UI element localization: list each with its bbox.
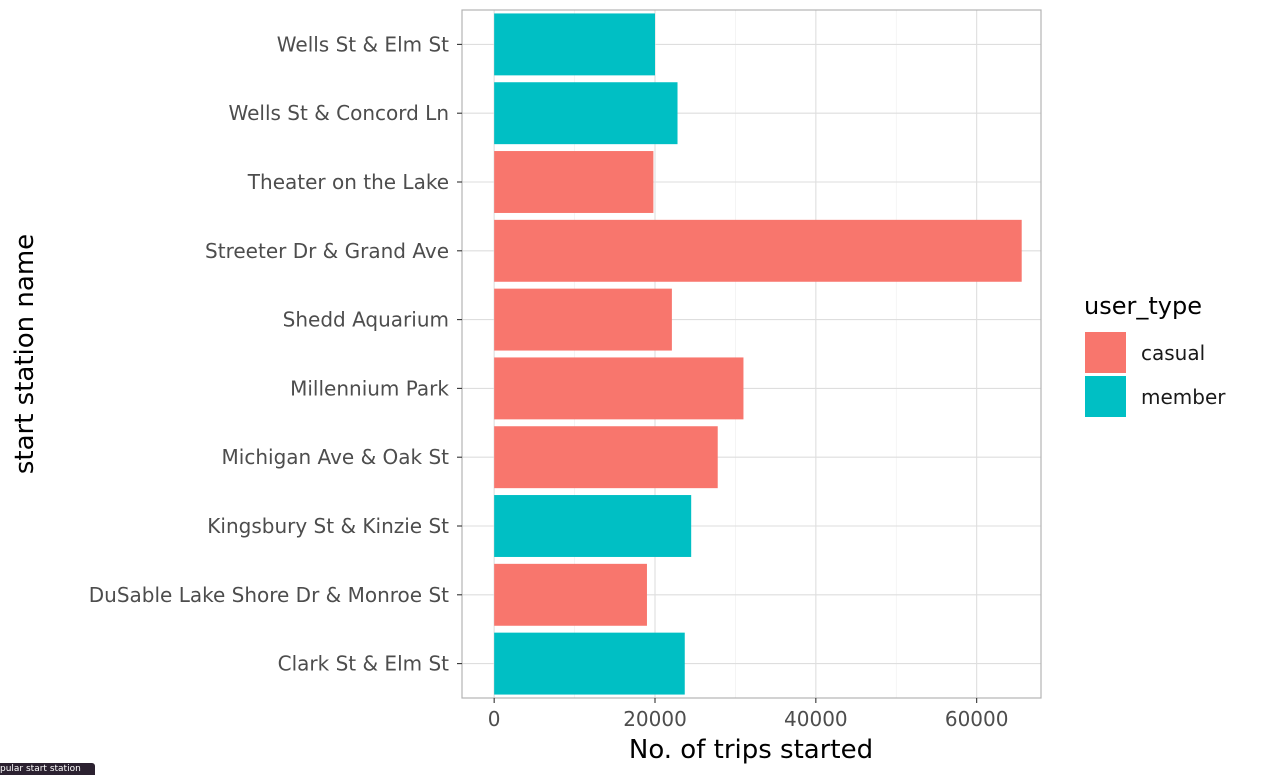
- legend-label-casual: casual: [1141, 341, 1205, 365]
- bar: [494, 495, 692, 557]
- y-axis-ticks: Clark St & Elm St DuSable Lake Shore Dr &…: [89, 32, 462, 676]
- bar: [494, 288, 672, 351]
- x-tick-label: 40000: [784, 707, 848, 731]
- legend-swatch-member: [1085, 376, 1126, 417]
- y-tick-label: Wells St & Elm St: [277, 32, 449, 56]
- bar: [494, 219, 1022, 282]
- bars: [494, 13, 1022, 695]
- y-tick-label: Millennium Park: [290, 376, 449, 400]
- x-tick-label: 60000: [945, 707, 1009, 731]
- y-tick-label: Kingsbury St & Kinzie St: [207, 514, 449, 538]
- legend-label-member: member: [1141, 385, 1226, 409]
- panel-border: [461, 9, 1042, 699]
- y-tick-label: Wells St & Concord Ln: [229, 101, 450, 125]
- bar: [494, 563, 647, 626]
- x-axis-ticks: 0 20000 40000 60000: [488, 698, 1009, 731]
- legend: user_type casual member: [1084, 292, 1226, 417]
- bar: [494, 426, 718, 489]
- bar: [494, 632, 685, 695]
- tooltip-tag: pular start station: [0, 763, 95, 775]
- bar: [494, 13, 655, 76]
- x-tick-label: 0: [488, 707, 501, 731]
- y-tick-label: Clark St & Elm St: [278, 652, 450, 676]
- x-axis-title: No. of trips started: [629, 735, 873, 765]
- legend-title: user_type: [1084, 292, 1202, 320]
- bar: [494, 151, 654, 213]
- bar: [494, 357, 744, 420]
- bar: [494, 82, 678, 145]
- y-tick-label: Theater on the Lake: [247, 170, 449, 194]
- y-tick-label: Michigan Ave & Oak St: [222, 445, 450, 469]
- y-axis-title: start station name: [10, 234, 40, 474]
- legend-swatch-casual: [1085, 332, 1126, 373]
- y-tick-label: DuSable Lake Shore Dr & Monroe St: [89, 583, 449, 607]
- x-tick-label: 20000: [623, 707, 687, 731]
- y-tick-label: Streeter Dr & Grand Ave: [205, 239, 449, 263]
- y-tick-label: Shedd Aquarium: [283, 308, 449, 332]
